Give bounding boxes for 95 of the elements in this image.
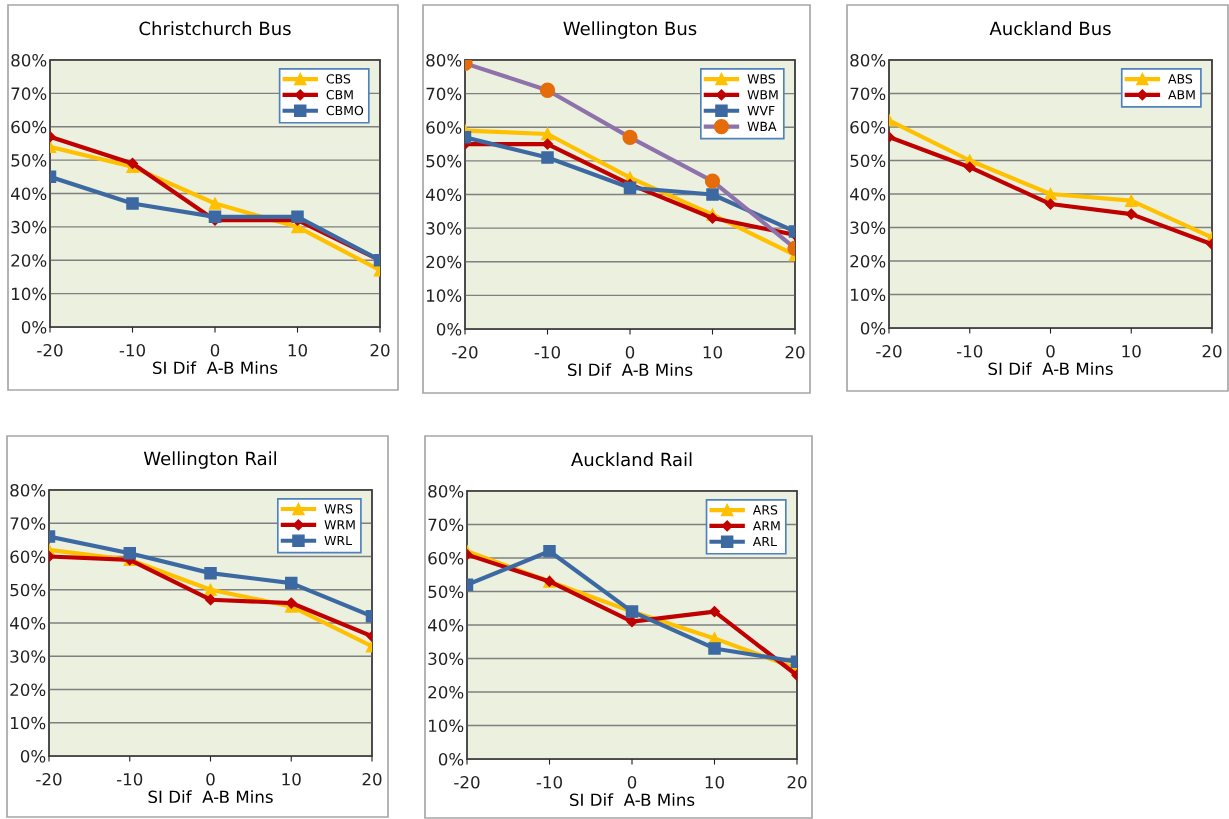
y-tick-label: 70% (11, 87, 47, 100)
y-tick-label: 40% (849, 187, 886, 201)
x-axis-title: SI Dif A-B Mins (153, 361, 278, 375)
y-tick-label: 40% (427, 618, 464, 632)
legend-label: ARS (752, 505, 778, 515)
x-tick-label: -10 (119, 343, 145, 357)
y-tick-label: 50% (428, 585, 464, 599)
y-tick-label: 60% (426, 121, 462, 134)
x-tick-label: 10 (282, 772, 301, 786)
x-tick-label: 20 (1202, 344, 1222, 358)
y-tick-label: 70% (10, 517, 46, 530)
x-axis-title: SI Dif A-B Mins (988, 362, 1113, 376)
y-tick-label: 40% (425, 188, 462, 202)
y-tick-label: 10% (12, 287, 47, 301)
legend-label: ABS (1168, 74, 1193, 84)
x-tick-label: 20 (785, 345, 805, 359)
legend-label: WVF (747, 106, 775, 116)
y-tick-label: 80% (10, 483, 46, 497)
x-tick-label: -20 (454, 775, 480, 789)
x-axis-title: SI Dif A-B Mins (148, 790, 273, 804)
chart-title: Wellington Rail (143, 451, 277, 469)
y-tick-label: 0% (860, 321, 886, 335)
y-tick-label: 20% (428, 685, 464, 699)
legend-label: ARL (752, 537, 777, 547)
y-tick-label: 10% (429, 719, 464, 733)
y-tick-label: 50% (10, 583, 46, 597)
y-tick-label: 50% (11, 154, 47, 167)
x-tick-label: -10 (116, 772, 143, 786)
y-tick-label: 60% (11, 120, 47, 134)
legend-label: WRS (324, 504, 353, 514)
y-tick-label: 20% (426, 255, 462, 269)
y-tick-label: 0% (438, 752, 464, 766)
x-tick-label: 10 (703, 345, 722, 359)
legend-label: CBM (326, 89, 353, 100)
y-tick-label: 40% (9, 616, 46, 630)
y-tick-label: 40% (10, 187, 47, 201)
legend-label: WBS (747, 74, 776, 84)
y-tick-label: 70% (850, 87, 886, 101)
y-tick-label: 80% (426, 53, 462, 67)
x-tick-label: -20 (37, 343, 63, 357)
y-tick-label: 20% (11, 254, 47, 267)
y-tick-label: 30% (426, 222, 462, 235)
y-tick-label: 0% (20, 749, 46, 763)
y-tick-label: 10% (851, 288, 886, 302)
x-tick-label: -20 (36, 772, 62, 786)
y-tick-label: 50% (426, 154, 462, 168)
y-tick-label: 0% (436, 322, 462, 336)
y-tick-label: 80% (428, 484, 464, 498)
y-tick-label: 20% (10, 683, 46, 697)
x-tick-label: -10 (956, 344, 983, 358)
y-tick-label: 50% (850, 154, 886, 168)
y-tick-label: 30% (428, 652, 464, 666)
x-tick-label: 20 (787, 775, 807, 789)
x-tick-label: 0 (206, 772, 215, 786)
x-tick-label: 10 (1122, 344, 1141, 358)
y-tick-label: 70% (428, 518, 464, 532)
y-tick-label: 10% (427, 289, 462, 302)
y-tick-label: 60% (850, 120, 886, 134)
x-tick-label: 0 (627, 775, 637, 789)
legend-label: WBA (747, 121, 777, 131)
y-tick-label: 80% (11, 53, 47, 67)
y-tick-label: 60% (428, 551, 464, 565)
x-tick-label: 10 (705, 775, 724, 789)
chart-title: Wellington Bus (563, 21, 697, 39)
legend-label: CBS (326, 74, 351, 84)
y-tick-label: 80% (850, 53, 886, 67)
legend-label: ARM (752, 521, 780, 531)
x-tick-label: 0 (210, 343, 220, 357)
y-tick-label: 70% (426, 87, 462, 101)
x-tick-label: 20 (370, 343, 390, 357)
y-tick-label: 30% (850, 221, 886, 235)
chart-title: Christchurch Bus (139, 21, 291, 36)
y-tick-label: 20% (850, 254, 886, 268)
x-tick-label: 0 (625, 345, 635, 359)
x-tick-label: 20 (362, 772, 382, 786)
y-tick-label: 30% (11, 220, 47, 234)
legend-label: CBMO (326, 105, 364, 116)
x-axis-title: SI Dif A-B Mins (568, 363, 693, 377)
x-tick-label: -10 (536, 775, 562, 789)
x-tick-label: -20 (452, 345, 478, 359)
y-tick-label: 30% (10, 650, 46, 663)
x-tick-label: -20 (876, 344, 902, 358)
x-tick-label: 0 (1046, 344, 1055, 358)
legend-label: WRM (324, 520, 355, 530)
legend-label: WRL (324, 535, 353, 546)
x-tick-label: 10 (288, 343, 307, 357)
x-axis-title: SI Dif A-B Mins (570, 793, 695, 807)
legend-label: ABM (1168, 90, 1195, 100)
x-tick-label: -10 (534, 345, 560, 359)
chart-title: Auckland Bus (989, 21, 1111, 36)
y-tick-label: 60% (10, 550, 46, 564)
y-tick-label: 0% (21, 320, 47, 334)
chart-title: Auckland Rail (571, 452, 692, 467)
legend-label: WBM (747, 90, 778, 100)
y-tick-label: 10% (11, 716, 46, 730)
